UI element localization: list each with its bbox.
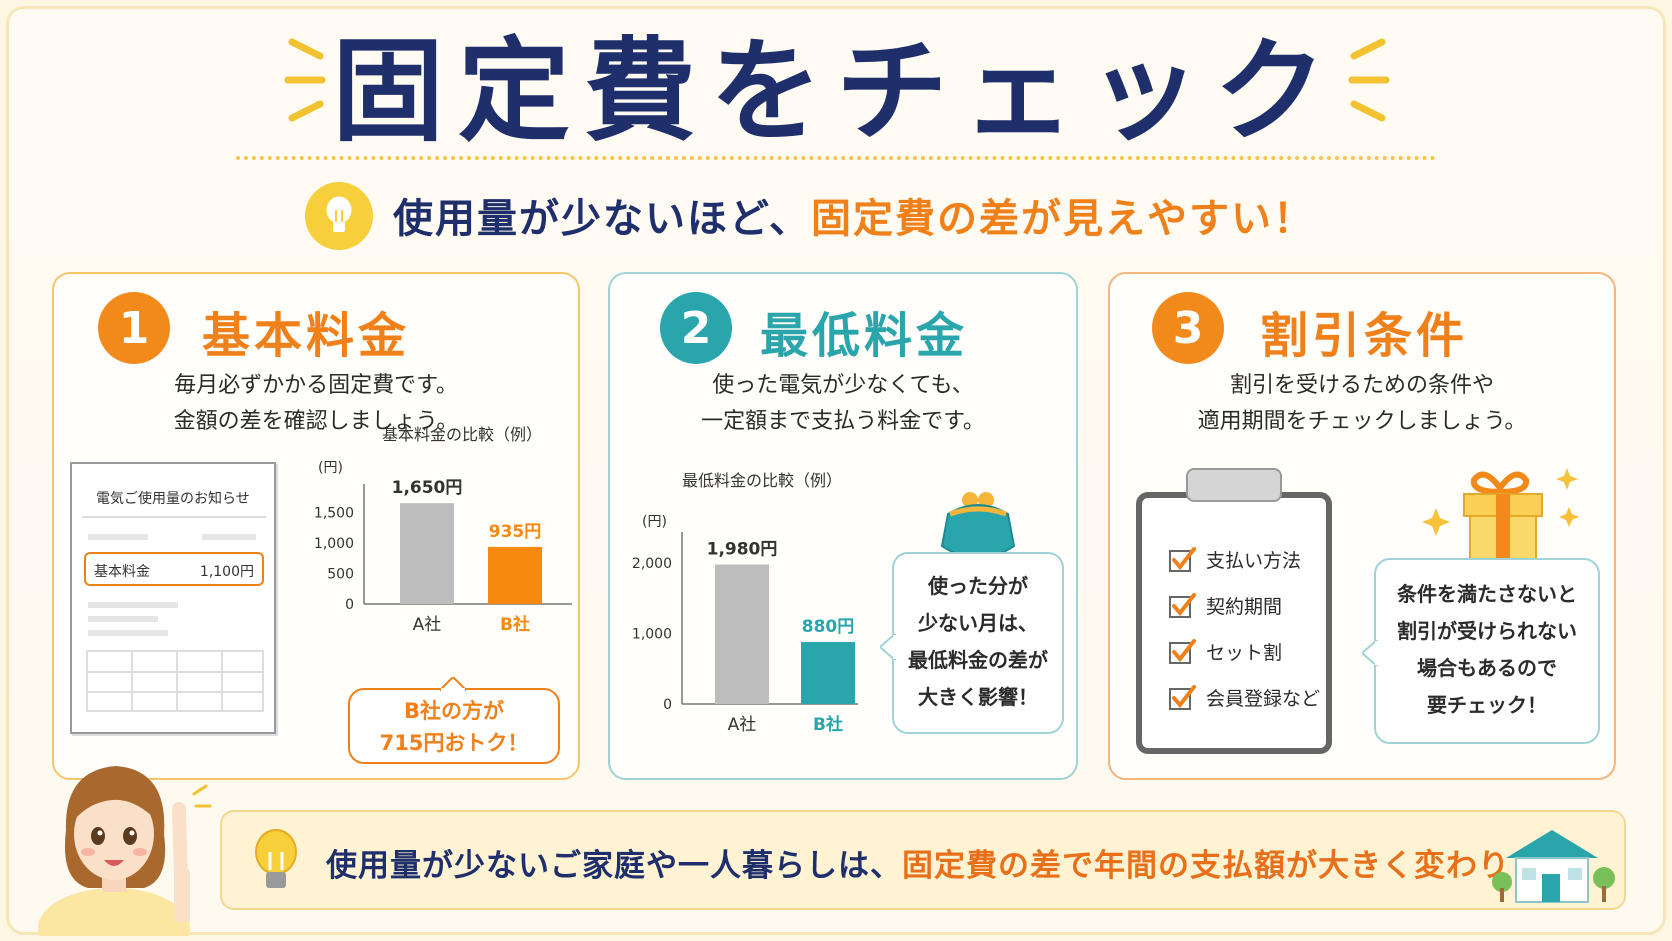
card-heading: 割引条件 bbox=[1260, 308, 1469, 364]
bubble-line: 使った分が bbox=[928, 574, 1028, 598]
card-description: 使った電気が少なくても、 一定額まで支払う料金です。 bbox=[610, 368, 1076, 440]
chart-bar bbox=[400, 503, 454, 604]
checklist-label: 会員登録など bbox=[1206, 687, 1321, 710]
minimum-fee-chart: 最低料金の比較（例） (円) 2,000 1,000 0 1,980円 A社 880円 B社 bbox=[632, 471, 858, 735]
chart-tick-label: 1,000 bbox=[314, 536, 354, 552]
checklist-label: 支払い方法 bbox=[1206, 549, 1302, 572]
chart-tick-label: 0 bbox=[345, 597, 354, 613]
desc-line: 適用期間をチェックしましょう。 bbox=[1197, 409, 1527, 434]
chart-bar bbox=[801, 642, 855, 704]
bottom-main: 使用量が少ないご家庭や一人暮らしは、 bbox=[326, 848, 902, 884]
checklist-item: 支払い方法 bbox=[1168, 536, 1320, 582]
bill-table bbox=[86, 650, 264, 712]
desc-line: 金額の差を確認しましょう。 bbox=[173, 409, 459, 434]
placeholder-line bbox=[88, 616, 158, 622]
chart-category-label: B社 bbox=[500, 614, 530, 635]
chart-data-label: 880円 bbox=[802, 617, 855, 637]
chart-data-label: 935円 bbox=[489, 522, 542, 542]
bottom-message: 使用量が少ないご家庭や一人暮らしは、固定費の差で年間の支払額が大きく変わります！ bbox=[326, 840, 1606, 885]
divider bbox=[82, 516, 266, 518]
woman-illustration-icon bbox=[38, 766, 212, 936]
chart-category-label: A社 bbox=[728, 715, 757, 735]
checklist-label: セット割 bbox=[1206, 641, 1283, 664]
gift-icon bbox=[1422, 468, 1579, 561]
bill-title: 電気ご使用量のお知らせ bbox=[96, 491, 250, 507]
desc-line: 毎月必ずかかる固定費です。 bbox=[174, 373, 458, 398]
left-sparkle-icon bbox=[284, 38, 326, 122]
basic-fee-chart: 基本料金の比較（例） (円) 1,500 1,000 500 0 1,650円 A社 935円 B… bbox=[314, 425, 572, 635]
placeholder-line bbox=[202, 534, 256, 540]
chart-tick-label: 1,500 bbox=[314, 505, 354, 521]
checkbox-checked-icon bbox=[1169, 593, 1196, 618]
savings-bubble: B社の方が 715円おトク！ bbox=[348, 677, 560, 764]
desc-line: 一定額まで支払う料金です。 bbox=[701, 409, 985, 434]
bottom-highlight: 固定費の差で年間の支払額が大きく変わります！ bbox=[902, 848, 1606, 884]
checklist-item: 契約期間 bbox=[1168, 582, 1320, 628]
chart-category-label: A社 bbox=[413, 615, 442, 635]
bubble-line: 要チェック！ bbox=[1427, 693, 1547, 717]
checklist-label: 契約期間 bbox=[1206, 595, 1283, 618]
desc-line: 割引を受けるための条件や bbox=[1229, 373, 1494, 398]
clipboard-icon: 支払い方法契約期間セット割会員登録など bbox=[1136, 468, 1332, 754]
bubble-line: 715円おトク！ bbox=[379, 731, 529, 755]
bubble-line: 割引が受けられない bbox=[1397, 619, 1577, 643]
lightbulb-icon bbox=[305, 182, 373, 250]
chart-tick-label: 1,000 bbox=[632, 627, 672, 643]
chart-title: 最低料金の比較（例） bbox=[682, 471, 842, 490]
card-description: 割引を受けるための条件や 適用期間をチェックしましょう。 bbox=[1110, 368, 1614, 440]
house-icon bbox=[1492, 830, 1615, 903]
subtitle-row: 使用量が少ないほど、固定費の差が見えやすい！ bbox=[305, 178, 1359, 252]
chart-data-label: 1,980円 bbox=[707, 540, 778, 560]
card-discount-conditions: 3 割引条件 割引を受けるための条件や 適用期間をチェックしましょう。 支払い方… bbox=[1108, 272, 1616, 780]
bill-row-label: 基本料金 bbox=[94, 564, 150, 580]
lightbulb-icon bbox=[255, 829, 297, 888]
bill-row-value: 1,100円 bbox=[199, 564, 254, 580]
bubble-line: 少ない月は、 bbox=[918, 611, 1038, 635]
checklist: 支払い方法契約期間セット割会員登録など bbox=[1168, 536, 1320, 720]
checkbox-checked-icon bbox=[1169, 685, 1196, 710]
minimum-fee-bubble: 使った分が 少ない月は、 最低料金の差が 大きく影響！ bbox=[880, 552, 1064, 734]
card-number: 2 bbox=[660, 292, 732, 364]
subtitle-highlight: 固定費の差が見えやすい！ bbox=[811, 196, 1315, 242]
checkbox-checked-icon bbox=[1169, 639, 1196, 664]
card-heading: 最低料金 bbox=[760, 308, 969, 364]
chart-tick-label: 2,000 bbox=[632, 556, 672, 572]
checklist-item: 会員登録など bbox=[1168, 674, 1320, 720]
placeholder-line bbox=[88, 602, 178, 608]
bottom-message-bar: 使用量が少ないご家庭や一人暮らしは、固定費の差で年間の支払額が大きく変わります！ bbox=[220, 810, 1626, 910]
placeholder-line bbox=[88, 534, 148, 540]
chart-bar bbox=[715, 564, 769, 704]
discount-bubble: 条件を満たさないと 割引が受けられない 場合もあるので 要チェック！ bbox=[1362, 558, 1600, 744]
bill-document: 電気ご使用量のお知らせ 基本料金 1,100円 bbox=[70, 462, 276, 734]
card-description: 毎月必ずかかる固定費です。 金額の差を確認しましょう。 bbox=[54, 368, 578, 440]
bill-highlight-row: 基本料金 1,100円 bbox=[84, 552, 264, 586]
chart-tick-label: 0 bbox=[663, 697, 672, 713]
bubble-line: 大きく影響！ bbox=[918, 685, 1038, 709]
chart-title: 基本料金の比較（例） bbox=[382, 425, 542, 444]
chart-data-label: 1,650円 bbox=[392, 478, 463, 498]
page-title: 固定費をチェック bbox=[332, 27, 1340, 157]
card-heading: 基本料金 bbox=[202, 308, 411, 364]
bubble-line: 場合もあるので bbox=[1417, 656, 1557, 680]
subtitle: 使用量が少ないほど、固定費の差が見えやすい！ bbox=[393, 186, 1315, 244]
bubble-line: 条件を満たさないと bbox=[1397, 582, 1577, 606]
bubble-line: B社の方が bbox=[403, 699, 504, 723]
chart-category-label: B社 bbox=[813, 714, 843, 735]
chart-y-unit: (円) bbox=[642, 514, 667, 530]
checklist-item: セット割 bbox=[1168, 628, 1320, 674]
desc-line: 使った電気が少なくても、 bbox=[712, 373, 974, 398]
card-number: 1 bbox=[98, 292, 170, 364]
right-sparkle-icon bbox=[1348, 38, 1390, 122]
checkbox-checked-icon bbox=[1169, 547, 1196, 572]
title-divider bbox=[236, 156, 1436, 160]
chart-y-unit: (円) bbox=[318, 460, 343, 476]
bubble-line: 最低料金の差が bbox=[908, 648, 1048, 672]
card-number: 3 bbox=[1152, 292, 1224, 364]
chart-tick-label: 500 bbox=[327, 566, 354, 582]
card-basic-fee: 1 基本料金 毎月必ずかかる固定費です。 金額の差を確認しましょう。 電気ご使用… bbox=[52, 272, 580, 780]
placeholder-line bbox=[88, 630, 168, 636]
subtitle-main: 使用量が少ないほど、 bbox=[393, 196, 811, 242]
chart-bar bbox=[488, 546, 542, 604]
card-minimum-fee: 2 最低料金 使った電気が少なくても、 一定額まで支払う料金です。 最低料金の比… bbox=[608, 272, 1078, 780]
